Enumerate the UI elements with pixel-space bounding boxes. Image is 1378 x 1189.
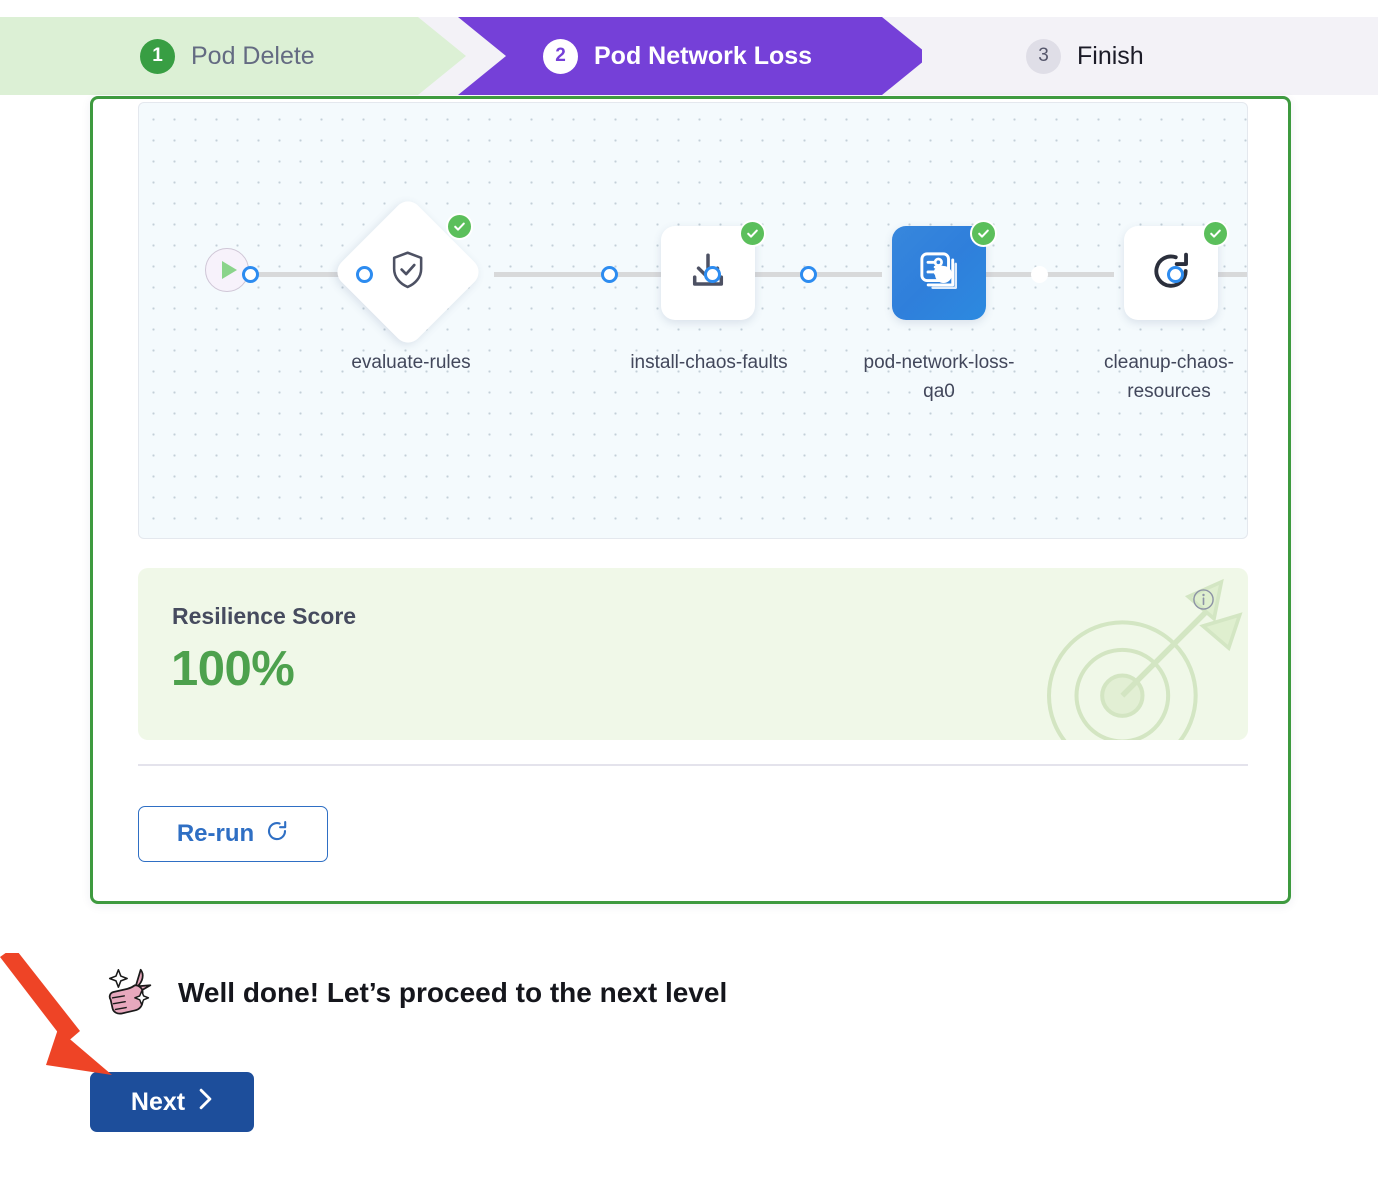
node-label-cleanup-chaos-resources: cleanup-chaos-resources [1104, 352, 1234, 403]
refresh-icon [1149, 249, 1193, 298]
refresh-icon [265, 819, 289, 850]
step-3-label: Finish [1077, 41, 1144, 70]
chevron-right-icon [198, 1088, 213, 1116]
status-success-icon [970, 220, 997, 247]
wizard-stepper: 1 Pod Delete 2 Pod Network Loss 3 Finish [0, 17, 1378, 95]
next-button[interactable]: Next [90, 1072, 254, 1132]
handle-evaluate-out[interactable] [601, 266, 618, 283]
handle-install-in[interactable] [704, 266, 721, 283]
shield-check-icon [390, 250, 426, 295]
handle-evaluate-in[interactable] [356, 266, 373, 283]
wire-start-to-evaluate [249, 272, 409, 277]
play-icon [222, 261, 237, 279]
handle-start-out[interactable] [242, 266, 259, 283]
node-evaluate-rules[interactable] [331, 195, 485, 349]
step-1-label: Pod Delete [191, 41, 315, 70]
status-success-icon [1202, 220, 1229, 247]
handle-cleanup-in[interactable] [1167, 266, 1184, 283]
node-label-evaluate-rules: evaluate-rules [351, 352, 471, 373]
resilience-score-panel: Resilience Score 100% [138, 568, 1248, 740]
resilience-score-title: Resilience Score [172, 603, 357, 629]
thumbs-up-sparkle-emoji [108, 968, 152, 1015]
handle-podloss-in[interactable] [935, 266, 952, 283]
experiment-result-card: evaluate-rules ins [90, 96, 1291, 904]
resilience-score-value: 100% [171, 642, 295, 696]
rerun-button-label: Re-run [176, 820, 255, 847]
step-finish[interactable]: 3 Finish [922, 17, 1378, 95]
completion-message-text: Well done! Let’s proceed to the next lev… [178, 977, 728, 1008]
section-divider [138, 764, 1248, 766]
wire-install-to-podloss [712, 272, 882, 277]
step-3-badge: 3 [1026, 38, 1061, 74]
handle-podloss-out[interactable] [1031, 266, 1048, 283]
info-circle-icon[interactable] [1192, 588, 1215, 611]
page-background-bottom [0, 904, 1378, 1189]
step-pod-delete[interactable]: 1 Pod Delete [0, 17, 466, 95]
page-background-right [1291, 95, 1378, 905]
wire-evaluate-to-install [494, 272, 664, 277]
completion-message-row: Well done! Let’s proceed to the next lev… [100, 962, 727, 1024]
step-2-label: Pod Network Loss [594, 41, 813, 70]
step-2-badge: 2 [543, 39, 578, 74]
wire-podloss-to-cleanup [944, 272, 1114, 277]
node-label-install-chaos-faults: install-chaos-faults [630, 352, 788, 373]
pipeline-canvas[interactable]: evaluate-rules ins [138, 102, 1248, 539]
next-button-label: Next [130, 1087, 186, 1116]
handle-install-out[interactable] [800, 266, 817, 283]
page-background-left [0, 95, 90, 905]
step-1-badge: 1 [140, 39, 175, 74]
status-success-icon [739, 220, 766, 247]
status-success-icon [446, 213, 473, 240]
rerun-button[interactable]: Re-run [138, 806, 328, 862]
step-pod-network-loss[interactable]: 2 Pod Network Loss [458, 17, 930, 95]
node-label-pod-network-loss-qa0: pod-network-loss-qa0 [863, 352, 1015, 403]
target-dart-icon [1047, 578, 1243, 740]
pipeline-start-node[interactable] [205, 248, 249, 292]
